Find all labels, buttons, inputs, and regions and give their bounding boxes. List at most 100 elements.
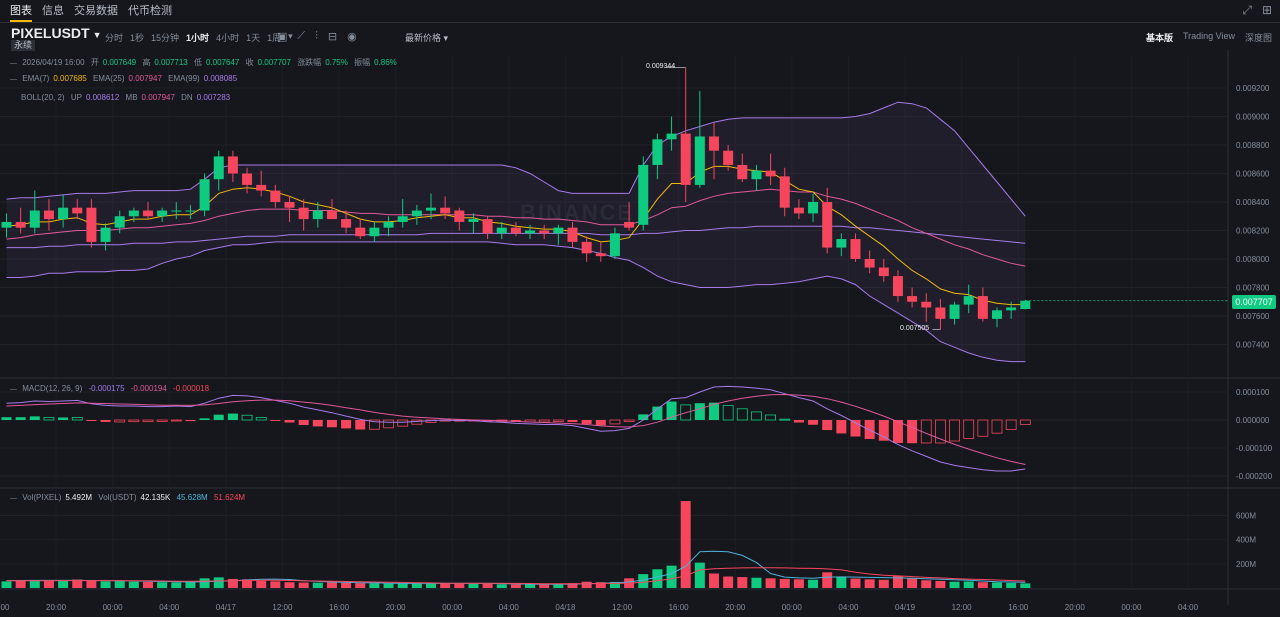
volume-bar xyxy=(1020,583,1031,588)
macd-histogram-bar xyxy=(836,420,847,434)
interval-1w[interactable]: 1周 xyxy=(267,33,282,43)
candle-body xyxy=(949,304,960,319)
candle xyxy=(227,150,238,183)
boll-lower-line xyxy=(6,241,1026,363)
interval-4h[interactable]: 4小时 xyxy=(216,33,240,43)
view-depth[interactable]: 深度图 xyxy=(1244,33,1272,43)
candle-body xyxy=(567,227,578,242)
view-basic[interactable]: 基本版 xyxy=(1145,33,1173,43)
candle xyxy=(440,196,451,220)
tab-trading-data[interactable]: 交易数据 xyxy=(74,5,118,17)
volume-bar xyxy=(581,581,592,588)
macd-histogram-bar xyxy=(29,416,40,420)
candle-body xyxy=(907,296,918,302)
volume-bar xyxy=(808,579,819,588)
tab-info[interactable]: 信息 xyxy=(42,5,64,17)
macd-histogram-bar xyxy=(567,420,578,422)
volume-bar xyxy=(383,583,394,588)
tab-token-check[interactable]: 代币检测 xyxy=(128,5,172,17)
candle-body xyxy=(213,156,224,180)
candle-body xyxy=(553,227,564,234)
collapse-icon[interactable]: — xyxy=(10,76,17,83)
candle-body xyxy=(878,267,889,277)
macd-histogram-bar xyxy=(765,414,776,421)
record-icon[interactable]: ◉ xyxy=(347,31,357,43)
candle xyxy=(822,187,833,254)
volume-bar xyxy=(72,579,83,588)
layout-grid-icon[interactable]: ⊞ xyxy=(1261,3,1272,17)
high-label: 高 xyxy=(142,58,151,67)
time-tick-label: 00:00 xyxy=(103,603,124,612)
interval-1s[interactable]: 1秒 xyxy=(130,33,145,43)
interval-15m[interactable]: 15分钟 xyxy=(151,33,180,43)
price-tick-label: 0.009000 xyxy=(1236,113,1270,122)
interval-selector: 分时 1秒 15分钟 1小时 4小时 1天 1周 ▾ xyxy=(105,31,300,44)
interval-tick[interactable]: 分时 xyxy=(105,33,124,43)
boll-up-value: 0.008612 xyxy=(85,93,120,102)
volume-bar xyxy=(977,582,988,588)
volume-bar xyxy=(171,582,182,588)
amplitude-label: 振幅 xyxy=(354,58,371,67)
symbol-selector[interactable]: PIXELUSDT ▼ xyxy=(11,25,102,41)
price-type-selector[interactable]: 最新价格 ▾ xyxy=(405,33,449,43)
volume-bar xyxy=(312,582,323,588)
macd-hist-value: -0.000018 xyxy=(173,384,210,393)
candle-body xyxy=(525,230,536,234)
time-tick-label: 00:00 xyxy=(1121,603,1142,612)
volume-bar xyxy=(440,583,451,588)
candle-body xyxy=(157,210,168,217)
template-icon[interactable]: ⊟ xyxy=(327,31,338,43)
candle xyxy=(680,67,691,202)
price-tick-label: 0.008000 xyxy=(1236,255,1270,264)
candle-body xyxy=(850,239,861,259)
volume-bar xyxy=(128,581,139,588)
macd-histogram-bar xyxy=(595,420,606,426)
macd-histogram-bar xyxy=(71,417,83,421)
ema7-value: 0.007685 xyxy=(53,74,87,83)
time-tick-label: 04:00 xyxy=(838,603,859,612)
volume-bar xyxy=(114,580,125,588)
price-tick-label: 0.009200 xyxy=(1236,84,1270,93)
candle-body xyxy=(86,207,97,242)
open-label: 开 xyxy=(90,58,99,67)
price-tick-label: 0.008800 xyxy=(1236,141,1270,150)
interval-1d[interactable]: 1天 xyxy=(246,33,261,43)
candle-body xyxy=(709,136,719,151)
candle xyxy=(765,153,776,185)
interval-1h[interactable]: 1小时 xyxy=(186,33,210,43)
macd-tick-label: 0.000000 xyxy=(1236,416,1270,425)
macd-histogram-bar xyxy=(368,419,380,430)
macd-histogram-bar xyxy=(609,419,621,425)
fullscreen-icon[interactable]: ⤢ xyxy=(1242,3,1252,17)
macd-histogram-bar xyxy=(227,413,238,420)
boll-legend: BOLL(20, 2) UP 0.008612 MB 0.007947 DN 0.00… xyxy=(21,93,234,102)
macd-histogram-bar xyxy=(822,420,833,431)
volume-bar xyxy=(793,579,804,588)
interval-more-icon[interactable]: ▾ xyxy=(288,31,293,41)
macd-histogram-bar xyxy=(298,420,309,426)
collapse-icon[interactable]: — xyxy=(10,60,17,67)
candle xyxy=(128,207,139,222)
volume-bar xyxy=(29,580,40,588)
tab-chart[interactable]: 图表 xyxy=(10,0,32,22)
time-tick-label: 04/19 xyxy=(895,603,916,612)
candle-body xyxy=(595,253,606,257)
collapse-icon[interactable]: — xyxy=(10,386,17,393)
indicator-icon[interactable]: ⟋ xyxy=(297,30,306,42)
chart-type-icon[interactable]: ⫶ xyxy=(315,30,318,42)
candle xyxy=(256,170,267,197)
calendar-icon[interactable]: ▣ xyxy=(277,31,288,43)
collapse-icon[interactable]: — xyxy=(10,495,17,502)
volume-bar xyxy=(143,581,153,588)
candle xyxy=(567,221,578,248)
volume-bar xyxy=(468,583,479,588)
ema25-line xyxy=(6,188,1026,267)
candle-body xyxy=(624,221,635,228)
volume-bar xyxy=(15,580,26,588)
close-value: 0.007707 xyxy=(257,58,291,67)
view-tradingview[interactable]: Trading View xyxy=(1182,31,1235,41)
price-tick-label: 0.008200 xyxy=(1236,227,1270,236)
macd-histogram-bar xyxy=(949,419,960,442)
macd-dea-line xyxy=(6,393,1026,465)
